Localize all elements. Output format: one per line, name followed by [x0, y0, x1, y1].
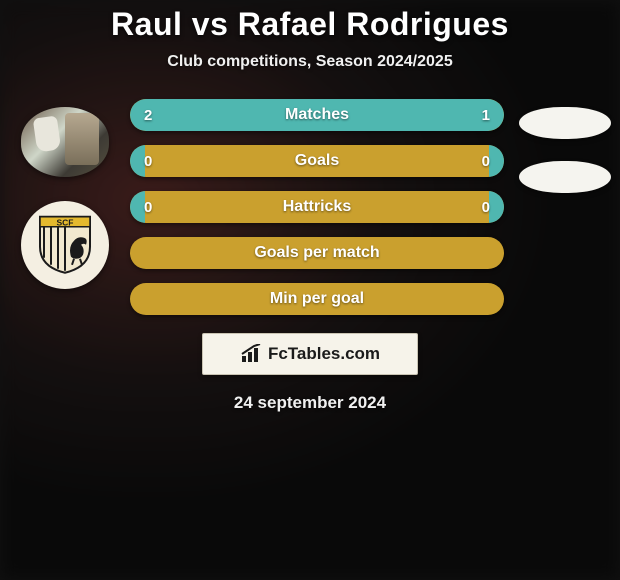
page-title: Raul vs Rafael Rodrigues	[0, 6, 620, 43]
generation-date: 24 september 2024	[0, 393, 620, 413]
stat-value-right: 0	[482, 145, 490, 177]
stat-value-right: 1	[482, 99, 490, 131]
subtitle: Club competitions, Season 2024/2025	[0, 53, 620, 71]
right-avatars-column	[510, 99, 620, 315]
stat-label: Min per goal	[130, 283, 504, 315]
stat-bar: Hattricks0 0	[130, 191, 504, 223]
stat-value-left: 2	[144, 99, 152, 131]
stat-bar: Goals0 0	[130, 145, 504, 177]
stat-label: Goals	[130, 145, 504, 177]
stat-bar: Goals per match	[130, 237, 504, 269]
stat-bar: Min per goal	[130, 283, 504, 315]
comparison-row: SCF Matches21Goals00Hattricks00Goals per…	[0, 99, 620, 315]
stat-label: Matches	[130, 99, 504, 131]
club-crest-avatar: SCF	[21, 201, 109, 289]
club-crest-icon: SCF	[38, 213, 92, 275]
stat-value-right: 0	[482, 191, 490, 223]
stat-label: Hattricks	[130, 191, 504, 223]
brand-text: FcTables.com	[268, 344, 380, 364]
stat-label: Goals per match	[130, 237, 504, 269]
stat-bar: Matches2 1	[130, 99, 504, 131]
player-photo-avatar	[21, 107, 109, 177]
stat-value-left: 0	[144, 145, 152, 177]
brand-chart-icon	[240, 344, 264, 364]
crest-text: SCF	[57, 217, 74, 227]
stat-value-left: 0	[144, 191, 152, 223]
left-avatars-column: SCF	[0, 99, 130, 315]
club-placeholder-oval	[519, 161, 611, 193]
player-placeholder-oval	[519, 107, 611, 139]
stat-bars-column: Matches21Goals00Hattricks00Goals per mat…	[130, 99, 510, 315]
brand-badge: FcTables.com	[202, 333, 418, 375]
infographic-root: Raul vs Rafael Rodrigues Club competitio…	[0, 0, 620, 413]
